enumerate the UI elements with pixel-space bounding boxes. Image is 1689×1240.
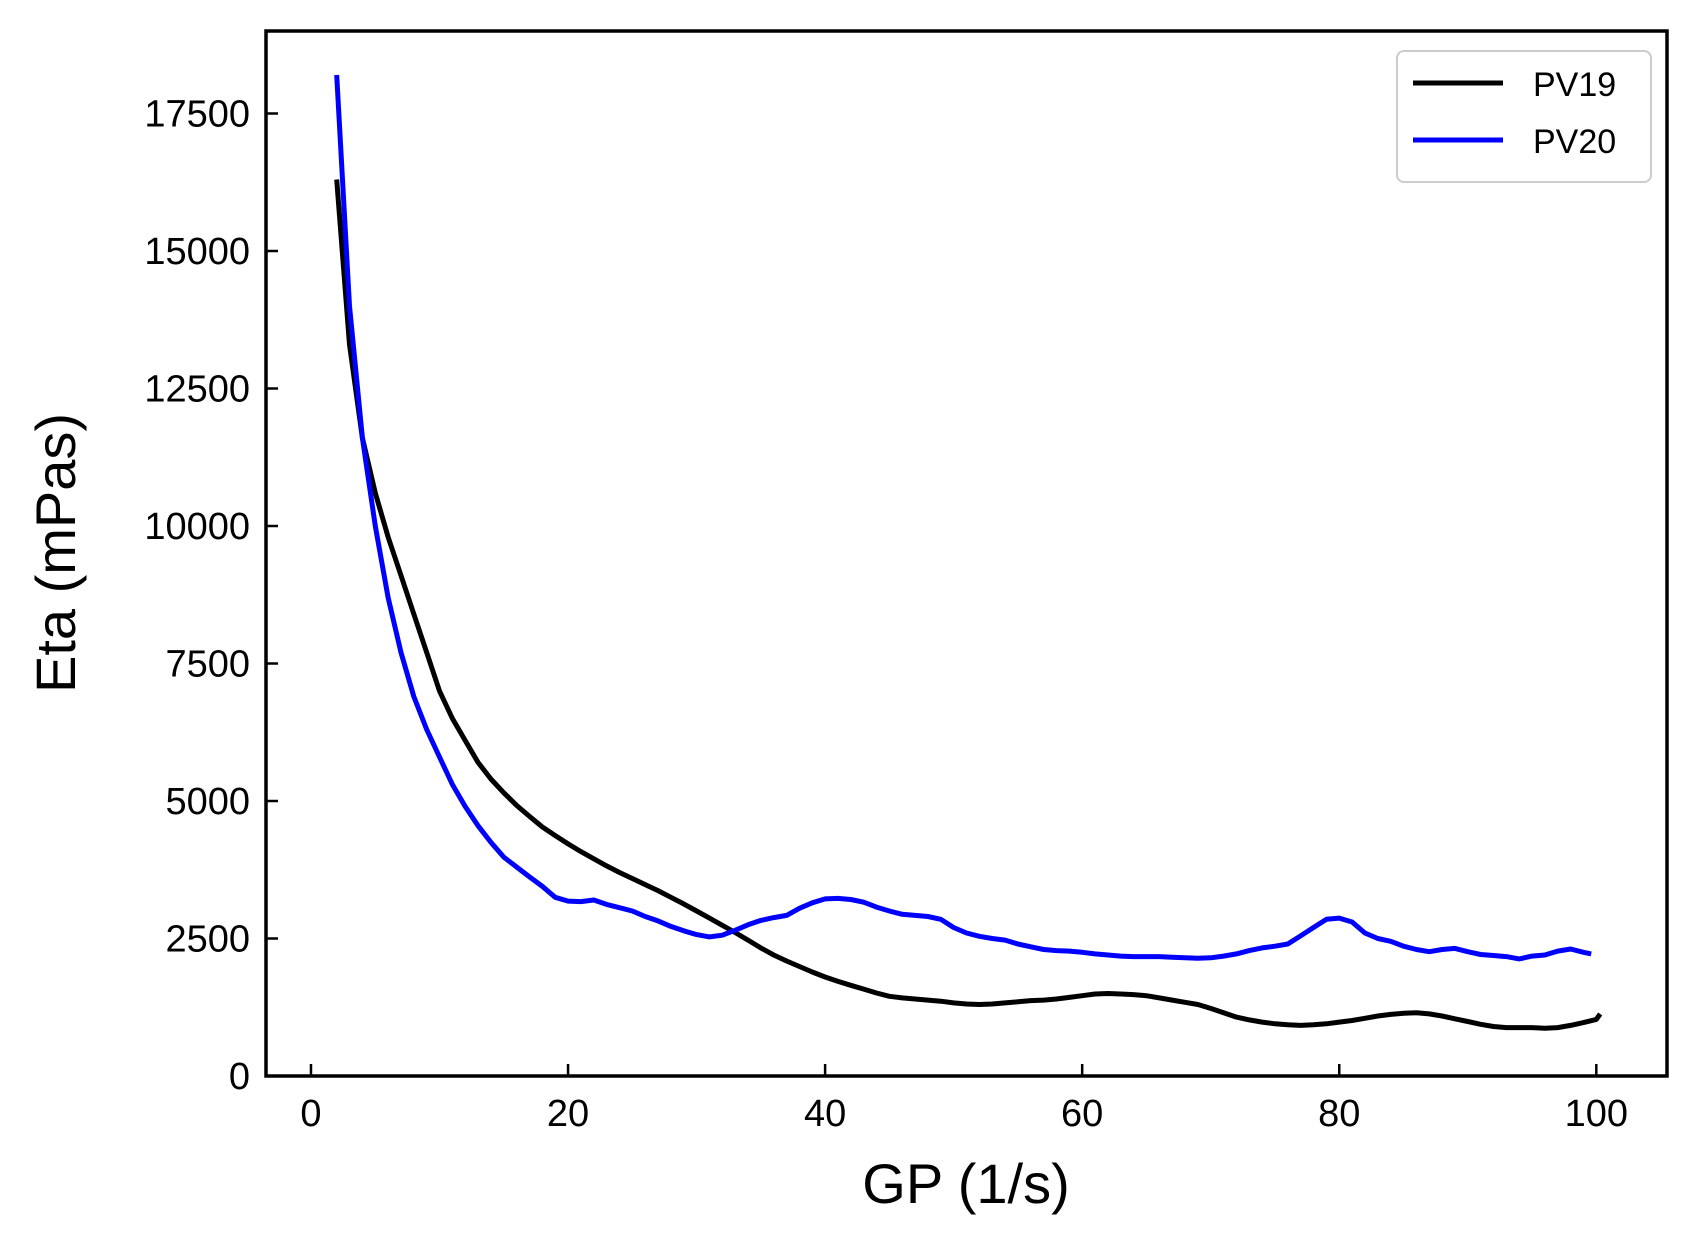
x-axis-ticks: 0 20 40 60 80 100 (300, 1064, 1628, 1135)
y-tick-label: 7500 (165, 644, 250, 686)
series-line-pv19 (334, 179, 1603, 1031)
x-tick-label: 40 (804, 1093, 846, 1135)
y-tick-label: 2500 (165, 919, 250, 961)
x-tick-label: 20 (547, 1093, 589, 1135)
legend: PV19 PV20 (1396, 50, 1652, 183)
y-tick-label: 17500 (144, 94, 250, 136)
x-tick-label: 0 (300, 1093, 321, 1135)
y-tick-label: 0 (229, 1056, 250, 1098)
y-tick-label: 10000 (144, 506, 250, 548)
legend-label-pv19: PV19 (1533, 66, 1616, 104)
legend-label-pv20: PV20 (1533, 123, 1616, 161)
y-tick-label: 12500 (144, 369, 250, 411)
y-tick-label: 15000 (144, 231, 250, 273)
series-layer (334, 74, 1603, 1031)
plot-frame (264, 29, 1669, 1078)
x-axis-label: GP (1/s) (862, 1152, 1069, 1215)
y-axis-label: Eta (mPas) (24, 413, 87, 693)
series-line-pv20 (334, 74, 1592, 962)
x-tick-label: 60 (1061, 1093, 1103, 1135)
x-tick-label: 100 (1565, 1093, 1628, 1135)
y-axis-ticks: 0 2500 5000 7500 10000 12500 15000 17500 (144, 94, 278, 1098)
x-tick-label: 80 (1318, 1093, 1360, 1135)
y-tick-label: 5000 (165, 781, 250, 823)
